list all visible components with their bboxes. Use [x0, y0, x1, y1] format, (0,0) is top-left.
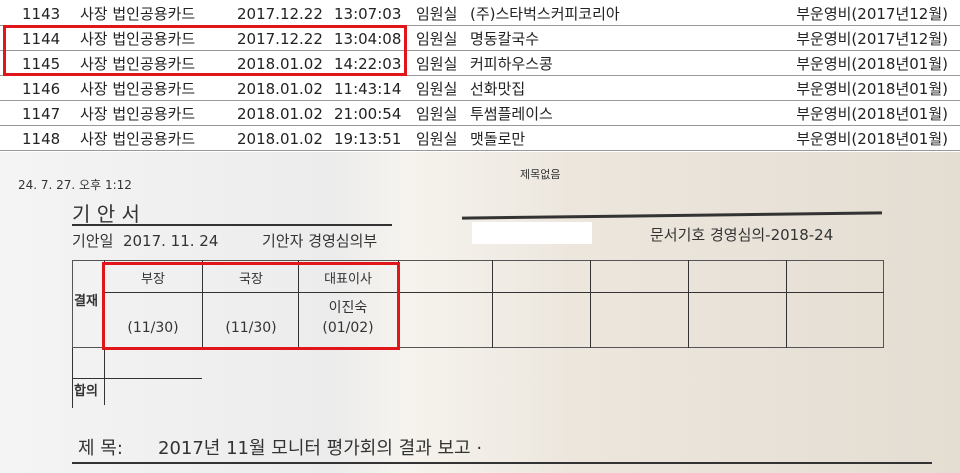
time: 11:43:14: [334, 80, 402, 98]
approver-role: 국장: [239, 272, 263, 287]
redacted-area: [472, 222, 592, 244]
category: 부운영비(2018년01월): [796, 80, 948, 98]
merchant: 커피하우스콩: [470, 55, 553, 73]
card-name: 사장 법인공용카드: [80, 105, 196, 123]
ledger-row: 1143 사장 법인공용카드 2017.12.22 13:07:03 임원실 (주)스타벅…: [0, 2, 960, 26]
category: 부운영비(2017년12월): [796, 30, 948, 48]
merchant: (주)스타벅스커피코리아: [470, 5, 620, 23]
subject-label: 제 목:: [78, 438, 123, 459]
merchant: 투썸플레이스: [470, 105, 553, 123]
ledger-row: 1148 사장 법인공용카드 2018.01.02 19:13:51 임원실 맷돌로만 부운…: [0, 127, 960, 151]
ledger-row: 1145 사장 법인공용카드 2018.01.02 14:22:03 임원실 커피하우스콩…: [0, 52, 960, 76]
draft-date: 2017. 11. 24: [122, 232, 219, 250]
category: 부운영비(2018년01월): [796, 55, 948, 73]
time: 13:07:03: [334, 5, 402, 23]
card-name: 사장 법인공용카드: [80, 130, 196, 148]
merchant: 맷돌로만: [470, 130, 526, 148]
ledger-row: 1147 사장 법인공용카드 2018.01.02 21:00:54 임원실 투썸플레이스…: [0, 102, 960, 126]
date: 2018.01.02: [237, 80, 323, 98]
ledger-row: 1146 사장 법인공용카드 2018.01.02 11:43:14 임원실 선화맛집 부운…: [0, 77, 960, 101]
card-name: 사장 법인공용카드: [80, 30, 196, 48]
card-name: 사장 법인공용카드: [80, 5, 196, 23]
agreement-label: 합의: [74, 384, 98, 399]
highlight-box-ledger: [3, 25, 407, 76]
category: 부운영비(2018년01월): [796, 105, 948, 123]
date: 2018.01.02: [237, 55, 323, 73]
row-id: 1147: [22, 105, 61, 123]
header-title: 제목없음: [520, 168, 561, 181]
time: 13:04:08: [334, 30, 402, 48]
time: 19:13:51: [334, 130, 402, 148]
date: 2017.12.22: [237, 5, 323, 23]
draft-document: 24. 7. 27. 오후 1:12 제목없음 기 안 서 기안일 2017. …: [0, 152, 960, 473]
row-id: 1143: [22, 5, 61, 23]
card-name: 사장 법인공용카드: [80, 80, 196, 98]
approver-role: 대표이사: [324, 272, 372, 287]
draft-date-label: 기안일: [72, 232, 114, 250]
subject: 2017년 11월 모니터 평가회의 결과 보고 ·: [158, 438, 483, 459]
row-id: 1145: [22, 55, 61, 73]
document-title: 기 안 서: [72, 202, 140, 226]
row-id: 1148: [22, 130, 61, 148]
time: 14:22:03: [334, 55, 402, 73]
time: 21:00:54: [334, 105, 402, 123]
ledger-row: 1144 사장 법인공용카드 2017.12.22 13:04:08 임원실 명동칼국수 부…: [0, 27, 960, 51]
department: 임원실: [416, 80, 458, 98]
doc-code: 경영심의-2018-24: [709, 226, 834, 244]
department: 임원실: [416, 30, 458, 48]
approver-name: 이진숙: [328, 300, 368, 316]
date: 2018.01.02: [237, 130, 323, 148]
date: 2017.12.22: [237, 30, 323, 48]
approver-role: 부장: [141, 272, 165, 287]
approver-date: (11/30): [225, 320, 277, 336]
print-timestamp: 24. 7. 27. 오후 1:12: [18, 178, 132, 192]
department: 임원실: [416, 105, 458, 123]
category: 부운영비(2018년01월): [796, 130, 948, 148]
row-id: 1146: [22, 80, 61, 98]
date: 2018.01.02: [237, 105, 323, 123]
drafter-label: 기안자: [262, 232, 304, 250]
doc-code-label: 문서기호: [650, 226, 706, 244]
category: 부운영비(2017년12월): [796, 5, 948, 23]
approval-label: 결재: [74, 294, 98, 309]
approver-date: (01/02): [322, 320, 374, 336]
department: 임원실: [416, 55, 458, 73]
department: 임원실: [416, 5, 458, 23]
card-ledger-table: 1143 사장 법인공용카드 2017.12.22 13:07:03 임원실 (주)스타벅…: [0, 0, 960, 151]
card-name: 사장 법인공용카드: [80, 55, 196, 73]
merchant: 선화맛집: [470, 80, 526, 98]
drafter: 경영심의부: [308, 232, 378, 250]
highlight-box-approval: [102, 262, 400, 350]
department: 임원실: [416, 130, 458, 148]
merchant: 명동칼국수: [470, 30, 540, 48]
approver-date: (11/30): [127, 320, 179, 336]
row-id: 1144: [22, 30, 61, 48]
